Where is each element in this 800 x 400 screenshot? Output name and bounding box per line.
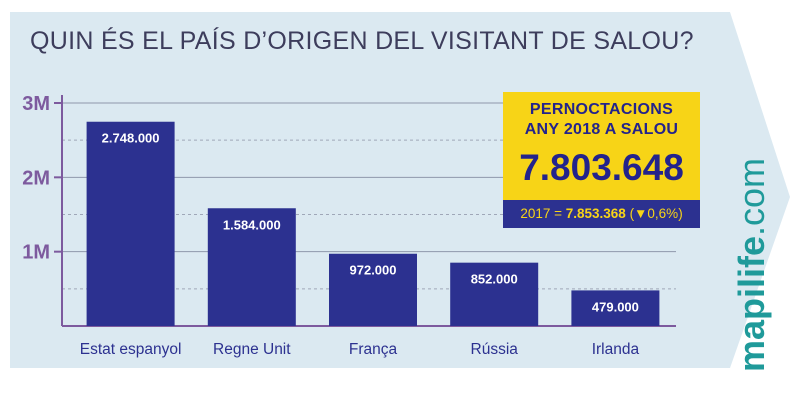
- category-label: Estat espanyol: [80, 341, 182, 358]
- callout-comparison: 2017 = 7.853.368 (▼0,6%): [503, 200, 700, 228]
- category-label: França: [349, 341, 398, 358]
- callout-label-line-1: PERNOCTACIONS: [529, 101, 674, 118]
- y-tick-label: 3M: [22, 93, 50, 115]
- y-tick-label: 1M: [22, 242, 50, 264]
- category-label: Regne Unit: [213, 341, 291, 358]
- y-tick-label: 2M: [22, 167, 50, 189]
- brand-name: mapilife: [731, 235, 772, 373]
- brand-logo: mapilife.com: [731, 158, 773, 372]
- bar-data-label: 972.000: [350, 263, 397, 278]
- bar-data-label: 2.748.000: [102, 131, 160, 146]
- callout-total-value: 7.803.648: [519, 147, 684, 188]
- bar-data-label: 1.584.000: [223, 217, 281, 232]
- chart-title: QUIN ÉS EL PAÍS D’ORIGEN DEL VISITANT DE…: [30, 27, 694, 55]
- category-label: Rússia: [471, 341, 519, 358]
- labels: 2.748.000 Estat espanyol 1.584.000 Regne Un…: [80, 131, 640, 358]
- stays-callout: PERNOCTACIONS ANY 2018 A SALOU 7.803.648…: [503, 92, 700, 228]
- callout-label-line-2: ANY 2018 A SALOU: [524, 121, 679, 138]
- brand-domain: .com: [731, 157, 772, 236]
- category-label: Irlanda: [592, 341, 640, 358]
- bar: [207, 208, 296, 326]
- comparison-change: (▼0,6%): [629, 206, 683, 221]
- bar: [571, 290, 660, 326]
- callout-highlight-box: PERNOCTACIONS ANY 2018 A SALOU 7.803.648: [503, 92, 700, 200]
- bar: [450, 262, 539, 326]
- comparison-prefix: 2017 =: [520, 206, 566, 221]
- bar-data-label: 479.000: [592, 299, 639, 314]
- bar-data-label: 852.000: [471, 272, 518, 287]
- bar: [86, 121, 175, 327]
- comparison-value: 7.853.368: [565, 206, 626, 221]
- bars: [86, 121, 660, 327]
- bar: [329, 253, 417, 326]
